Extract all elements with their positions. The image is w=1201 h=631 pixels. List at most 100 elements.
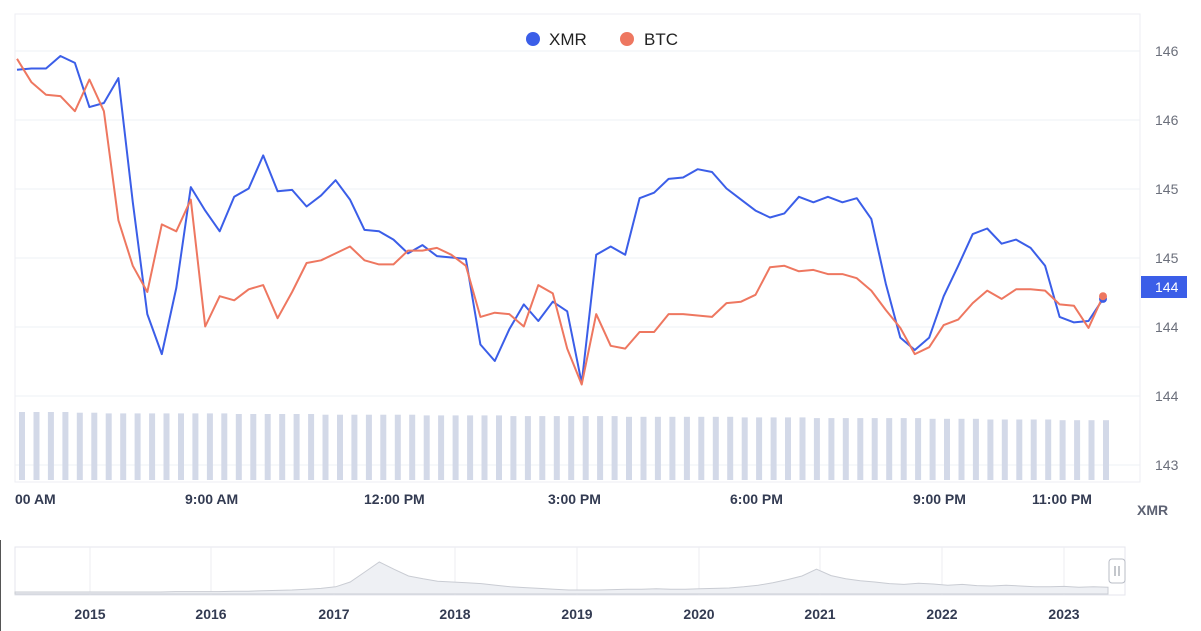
volume-bar (235, 414, 242, 480)
volume-bar (987, 419, 994, 480)
volume-bar (1030, 419, 1037, 480)
x-tick-label: 9:00 AM (185, 491, 238, 507)
legend: XMR BTC (526, 30, 678, 49)
y-tick-label: 145 (1155, 250, 1179, 266)
x-tick-label: 12:00 PM (364, 491, 425, 507)
volume-bar (33, 412, 40, 480)
x-tick-label: 3:00 PM (548, 491, 601, 507)
volume-bar (105, 413, 112, 480)
volume-bar (365, 414, 372, 480)
volume-bar (626, 416, 632, 480)
series-lines (16, 55, 1104, 386)
navigator-area (14, 561, 1109, 595)
volume-bar (944, 418, 950, 480)
volume-bar (524, 416, 531, 480)
volume-bar (813, 418, 820, 480)
navigator-handle-box (1108, 558, 1126, 584)
navigator-year-label: 2017 (318, 606, 349, 622)
volume-bar (929, 418, 936, 480)
plot-frame (14, 13, 1141, 483)
navigator-year-label: 2015 (74, 606, 105, 622)
volume-bar (727, 416, 734, 480)
volume-bar (1059, 420, 1066, 480)
volume-bar (871, 418, 878, 480)
volume-bar (163, 413, 170, 480)
legend-swatch-btc (620, 32, 634, 46)
volume-bar (481, 415, 488, 480)
volume-bar (669, 416, 676, 480)
volume-bar (496, 415, 502, 480)
volume-bar (741, 417, 748, 480)
y-tick-label: 145 (1155, 181, 1179, 197)
volume-bar (452, 415, 459, 480)
volume-bar (597, 416, 604, 480)
navigator[interactable]: 2015 2016 2017 2018 2019 2020 2021 2022 2023 (14, 546, 1126, 622)
volume-bar (308, 414, 315, 480)
volume-bars (19, 412, 1109, 480)
volume-bar (886, 418, 893, 480)
y-tick-label: 146 (1155, 43, 1179, 59)
volume-bar (1088, 420, 1095, 480)
volume-bar (178, 413, 184, 480)
volume-bar (1103, 420, 1109, 480)
volume-bar (568, 416, 575, 480)
series-line-btc (16, 58, 1104, 386)
volume-bar (654, 416, 661, 480)
volume-bar (221, 413, 228, 480)
volume-bar (640, 416, 647, 480)
volume-bar (958, 418, 965, 480)
volume-bar (842, 418, 849, 480)
volume-bar (19, 412, 25, 480)
volume-bar (785, 417, 791, 480)
y-axis: 146 146 145 145 144 144 143 144 XMR (1137, 43, 1187, 518)
x-axis: 00 AM 9:00 AM 12:00 PM 3:00 PM 6:00 PM 9… (15, 491, 1092, 507)
legend-label-btc: BTC (644, 30, 678, 49)
volume-bar (206, 413, 213, 480)
y-tick-label: 146 (1155, 112, 1179, 128)
grid-lines (15, 50, 1140, 466)
volume-bar (1016, 419, 1023, 480)
navigator-year-label: 2022 (926, 606, 957, 622)
navigator-year-label: 2023 (1048, 606, 1079, 622)
volume-bar (1074, 420, 1081, 480)
volume-bar (770, 417, 777, 480)
navigator-handle[interactable] (1108, 558, 1126, 584)
volume-bar (279, 414, 286, 480)
volume-bar (149, 413, 156, 480)
legend-item-xmr[interactable]: XMR (526, 30, 587, 49)
volume-bar (120, 413, 127, 480)
legend-item-btc[interactable]: BTC (620, 30, 678, 49)
volume-bar (394, 414, 401, 480)
navigator-year-label: 2020 (683, 606, 714, 622)
navigator-year-label: 2021 (804, 606, 835, 622)
volume-bar (380, 414, 387, 480)
navigator-year-label: 2018 (439, 606, 470, 622)
volume-bar (47, 412, 54, 480)
volume-bar (62, 412, 69, 480)
x-tick-label: 00 AM (15, 491, 56, 507)
volume-bar (510, 416, 517, 480)
y-tick-label: 143 (1155, 457, 1179, 473)
volume-bar (900, 418, 907, 480)
legend-swatch-xmr (526, 32, 540, 46)
y-tick-label: 144 (1155, 388, 1179, 404)
volume-bar (1001, 419, 1008, 480)
current-value-badge-bg (1141, 276, 1187, 298)
volume-bar (337, 414, 343, 480)
current-value-badge-text: 144 (1155, 279, 1179, 295)
volume-bar (857, 418, 864, 480)
navigator-year-label: 2019 (561, 606, 592, 622)
volume-bar (553, 416, 560, 480)
volume-bar (192, 413, 199, 480)
volume-bar (293, 414, 300, 480)
volume-bar (712, 416, 719, 480)
x-tick-label: 11:00 PM (1032, 491, 1092, 507)
volume-bar (828, 418, 835, 480)
navigator-year-label: 2016 (195, 606, 226, 622)
volume-bar (539, 416, 546, 480)
volume-bar (756, 417, 763, 480)
volume-bar (915, 418, 922, 480)
volume-bar (698, 416, 705, 480)
legend-label-xmr: XMR (549, 30, 587, 49)
